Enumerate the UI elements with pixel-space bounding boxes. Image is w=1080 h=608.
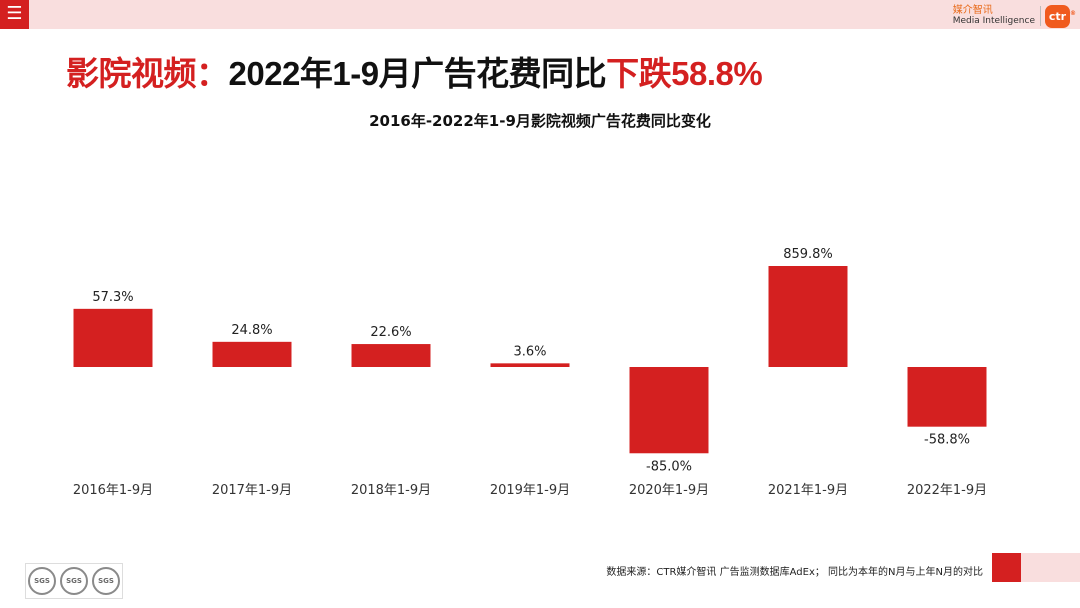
sgs-cert-icon: SGS	[92, 567, 120, 595]
title-prefix: 影院视频：	[66, 55, 229, 92]
page-title: 影院视频：2022年1-9月广告花费同比下跌58.8%	[66, 47, 763, 95]
ctr-logo-icon: ctr ®	[1045, 4, 1076, 28]
category-label-1: 2017年1-9月	[212, 483, 292, 498]
certification-badges: SGS SGS SGS	[25, 563, 123, 599]
brand-name-cn: 媒介智讯	[952, 5, 993, 16]
brand-text: 媒介智讯 Media Intelligence	[953, 5, 1035, 27]
data-label-5: 859.8%	[783, 247, 833, 262]
data-label-4: -85.0%	[646, 459, 692, 474]
bar-5	[768, 266, 848, 367]
brand-divider	[1040, 6, 1041, 26]
category-label-6: 2022年1-9月	[907, 483, 987, 498]
category-label-4: 2020年1-9月	[629, 483, 709, 498]
data-label-2: 22.6%	[370, 325, 411, 340]
menu-icon[interactable]: ☰	[0, 0, 29, 29]
title-highlight: 下跌58.8%	[606, 55, 763, 92]
footer-accent-square	[992, 553, 1021, 582]
ctr-logo-text: ctr	[1048, 9, 1067, 23]
category-label-3: 2019年1-9月	[490, 483, 570, 498]
data-label-0: 57.3%	[92, 290, 133, 305]
sgs-cert-icon: SGS	[28, 567, 56, 595]
brand-name-en: Media Intelligence	[952, 16, 1035, 26]
top-bar: ☰ 媒介智讯 Media Intelligence ctr ®	[0, 0, 1080, 29]
bar-3	[490, 363, 570, 367]
bar-1	[212, 341, 292, 367]
registered-mark: ®	[1070, 9, 1076, 17]
data-label-1: 24.8%	[231, 323, 272, 338]
title-middle: 2022年1-9月广告花费同比	[228, 55, 607, 92]
data-source-note: 数据来源：CTR媒介智讯 广告监测数据库AdEx； 同比为本年的N月与上年N月的…	[606, 567, 983, 578]
footer-accent	[992, 553, 1080, 582]
bar-6	[907, 367, 987, 427]
data-label-3: 3.6%	[513, 344, 546, 359]
bar-2	[351, 344, 431, 367]
chart-title: 2016年-2022年1-9月影院视频广告花费同比变化	[369, 112, 711, 130]
category-label-5: 2021年1-9月	[768, 483, 848, 498]
category-label-2: 2018年1-9月	[351, 483, 431, 498]
category-label-0: 2016年1-9月	[73, 483, 153, 498]
bar-0	[73, 308, 153, 367]
bar-4	[629, 367, 709, 454]
brand-logo: 媒介智讯 Media Intelligence ctr ®	[953, 3, 1076, 29]
data-label-6: -58.8%	[924, 433, 970, 448]
sgs-cert-icon: SGS	[60, 567, 88, 595]
